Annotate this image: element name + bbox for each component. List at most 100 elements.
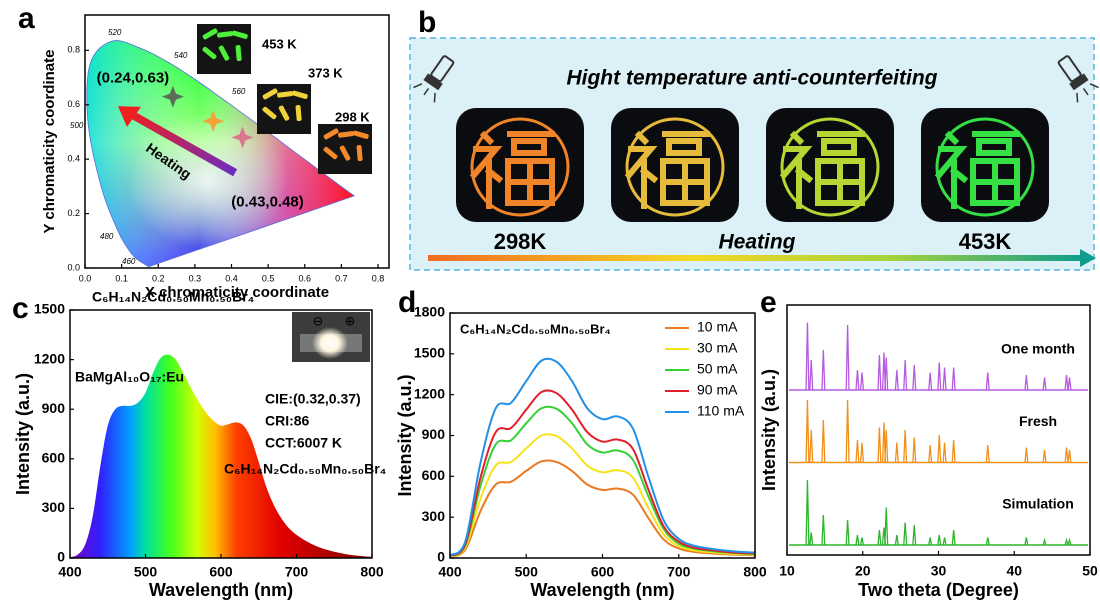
x-tick-label: 800 — [360, 564, 384, 580]
figure: abcde0.00.10.20.30.40.50.60.70.80.00.20.… — [0, 0, 1100, 602]
diffraction-peak — [895, 370, 898, 390]
diffraction-peak — [1043, 540, 1046, 545]
inset-label: ⊖ — [313, 313, 324, 328]
glyph-stroke — [949, 135, 955, 141]
inset-glow — [312, 327, 348, 359]
diffraction-peak — [929, 538, 932, 546]
diffraction-peak — [806, 400, 809, 463]
glyph-stroke — [484, 135, 490, 141]
temperature-bar — [428, 255, 1082, 261]
annotation: CCT:6007 K — [265, 435, 342, 451]
y-tick-label: 0.6 — [67, 99, 80, 109]
x-tick-label: 0.2 — [152, 273, 165, 283]
y-tick-label: 0.0 — [67, 262, 80, 272]
diffraction-peak — [861, 538, 864, 546]
y-tick-label: 900 — [42, 400, 66, 416]
y-tick-label: 1200 — [34, 350, 65, 366]
chart-title: C₆H₁₄N₂Cd₀.₅₀Mn₀.₅₀Br₄ — [460, 321, 611, 336]
diffraction-peak — [913, 525, 916, 545]
diffraction-peak — [1068, 450, 1071, 463]
diffraction-peak — [861, 443, 864, 463]
diffraction-peak — [1068, 378, 1071, 391]
diffraction-peak — [1025, 538, 1028, 546]
y-tick-label: 1200 — [414, 385, 445, 401]
diffraction-peak — [822, 420, 825, 463]
annotation: CIE:(0.32,0.37) — [265, 391, 361, 407]
x-tick-label: 20 — [855, 563, 871, 579]
point-label: (0.43,0.48) — [231, 193, 304, 210]
diffraction-peak — [878, 428, 881, 463]
diffraction-peak — [913, 438, 916, 463]
legend-label: 10 mA — [697, 319, 738, 335]
wavelength-label: 540 — [174, 51, 188, 60]
diffraction-peak — [904, 523, 907, 546]
y-tick-label: 300 — [422, 508, 446, 524]
x-tick-label: 0.4 — [225, 273, 238, 283]
annotation: BaMgAl₁₀O₁₇:Eu — [75, 369, 184, 385]
x-tick-label: 30 — [931, 563, 947, 579]
diffraction-peak — [846, 520, 849, 545]
photo-label: 298 K — [335, 109, 370, 124]
diffraction-peak — [986, 373, 989, 391]
diffraction-peak — [885, 430, 888, 463]
diffraction-peak — [878, 530, 881, 545]
x-tick-label: 800 — [743, 564, 767, 580]
panel-label: e — [760, 286, 777, 319]
x-tick-label: 0.0 — [79, 273, 92, 283]
diffraction-peak — [1065, 448, 1068, 463]
diffraction-peak — [885, 358, 888, 391]
spectrum-area — [70, 355, 372, 558]
wavelength-label: 500 — [70, 121, 84, 130]
diffraction-peak — [822, 515, 825, 545]
panel-title: Hight temperature anti-counterfeiting — [566, 67, 937, 90]
diffraction-peak — [806, 323, 809, 391]
series-line — [450, 461, 755, 557]
y-axis-label: Intensity (a.u.) — [395, 374, 415, 496]
annotation: C₆H₁₄N₂Cd₀.₅₀Mn₀.₅₀Br₄ — [92, 289, 254, 305]
diffraction-peak — [806, 480, 809, 545]
y-tick-label: 0.2 — [67, 208, 80, 218]
wavelength-label: 560 — [232, 87, 246, 96]
x-tick-label: 40 — [1006, 563, 1022, 579]
x-tick-label: 500 — [515, 564, 539, 580]
diffraction-peak — [885, 508, 888, 546]
x-tick-label: 700 — [667, 564, 691, 580]
diffraction-peak — [1043, 378, 1046, 391]
legend-label: 30 mA — [697, 340, 738, 356]
x-tick-label: 400 — [438, 564, 462, 580]
y-axis-label: Y chromaticity coordinate — [41, 50, 58, 234]
x-axis-label: Wavelength (nm) — [149, 580, 293, 600]
arrow-label: Heating — [718, 231, 795, 254]
y-axis-label: Intensity (a.u.) — [13, 373, 33, 495]
panel-label: b — [418, 6, 436, 39]
y-tick-label: 0.4 — [67, 154, 80, 164]
diffraction-peak — [938, 363, 941, 391]
y-tick-label: 1500 — [414, 345, 445, 361]
diffraction-peak — [943, 443, 946, 463]
diffraction-peak — [1065, 540, 1068, 545]
diffraction-peak — [904, 430, 907, 463]
x-tick-label: 10 — [779, 563, 795, 579]
diffraction-peak — [846, 325, 849, 390]
diffraction-peak — [810, 533, 813, 546]
diffraction-peak — [846, 400, 849, 463]
diffraction-peak — [913, 365, 916, 390]
series-label: One month — [1001, 341, 1075, 357]
diffraction-peak — [986, 538, 989, 546]
y-tick-label: 600 — [42, 450, 66, 466]
point-label: (0.24,0.63) — [97, 70, 170, 87]
diffraction-peak — [952, 530, 955, 545]
diffraction-peak — [1065, 375, 1068, 390]
diffraction-peak — [943, 538, 946, 546]
photo-label: 453 K — [262, 36, 297, 51]
series-line — [450, 407, 755, 556]
y-tick-label: 900 — [422, 426, 446, 442]
x-tick-label: 0.3 — [189, 273, 202, 283]
diffraction-peak — [904, 360, 907, 390]
y-tick-label: 0 — [437, 549, 445, 565]
diffraction-peak — [861, 373, 864, 391]
series-label: Simulation — [1002, 496, 1074, 512]
x-tick-label: 700 — [285, 564, 309, 580]
wavelength-label: 520 — [108, 28, 122, 37]
wavelength-label: 480 — [100, 232, 114, 241]
